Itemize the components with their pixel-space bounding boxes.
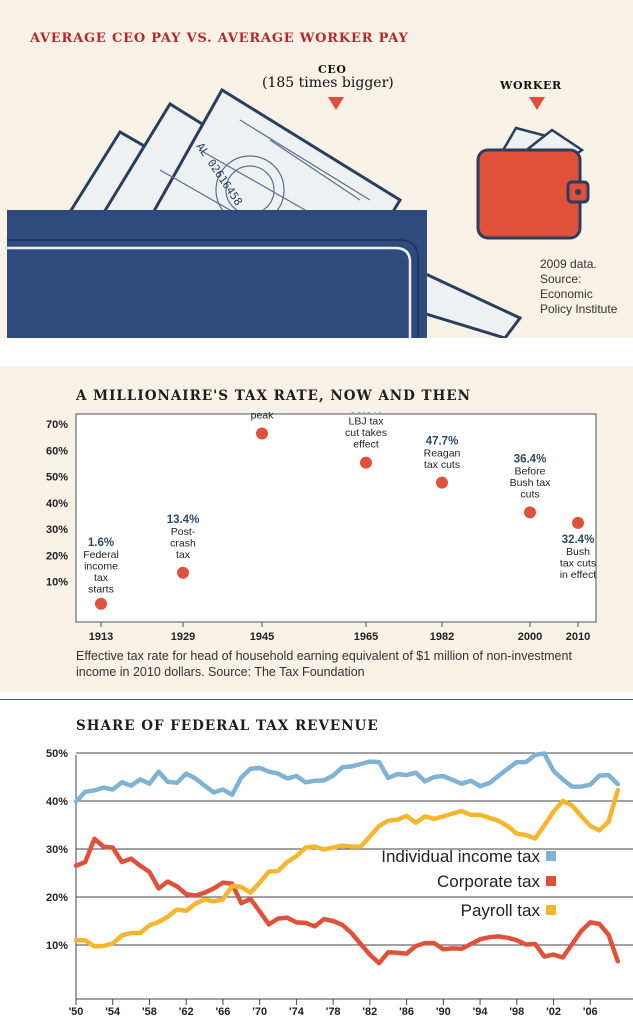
- legend-label: Payroll tax: [461, 901, 541, 920]
- point-value-label: 55.3%: [350, 412, 383, 416]
- point-annotation: tax cuts: [560, 557, 596, 569]
- ceo-arrow-icon: [328, 97, 344, 110]
- x-tick-label: 2010: [566, 631, 590, 643]
- point-annotation: tax: [94, 572, 109, 584]
- series-line-2: [73, 787, 621, 949]
- worker-label: WORKER: [500, 79, 562, 92]
- x-tick-label: '66: [216, 1006, 231, 1017]
- ceo-sub-label: (185 times bigger): [262, 75, 394, 91]
- x-tick-label: '74: [289, 1006, 305, 1017]
- data-point: [95, 597, 107, 610]
- x-tick-label: '94: [473, 1006, 489, 1017]
- x-tick-label: '50: [69, 1006, 84, 1017]
- y-tick-label: 60%: [46, 445, 68, 457]
- worker-arrow-icon: [529, 97, 545, 110]
- point-annotation: Bush: [566, 546, 590, 558]
- revenue-chart: 50% 40% 30% 20% 10% Individual income tax Cor…: [46, 748, 633, 1017]
- ceo-pay-title: AVERAGE CEO PAY VS. AVERAGE WORKER PAY: [30, 31, 409, 46]
- x-tick-label: '02: [546, 1006, 561, 1017]
- tax-rate-chart: 70% 60% 50% 40% 30% 20% 10% 1913 1929 1945 1965 19…: [46, 412, 597, 643]
- y-tick-label: 10%: [46, 577, 68, 589]
- x-tick-label: 1929: [171, 631, 195, 643]
- x-tick-label: '86: [399, 1006, 414, 1017]
- worker-wallet: [476, 148, 582, 240]
- point-annotation: cuts: [520, 488, 539, 500]
- ceo-pay-panel: AVERAGE CEO PAY VS. AVERAGE WORKER PAY C…: [0, 0, 633, 338]
- ceo-wallet: [7, 210, 427, 338]
- source-note: 2009 data. Source: Economic Policy Insti…: [540, 257, 618, 316]
- y-tick-label: 20%: [46, 550, 68, 562]
- series-line-0: [73, 751, 621, 804]
- point-annotation: tax: [176, 549, 191, 561]
- x-tick-label: '54: [105, 1006, 121, 1017]
- data-point: [436, 476, 448, 489]
- x-tick-label: '90: [436, 1006, 451, 1017]
- y-tick-label: 50%: [46, 472, 68, 484]
- point-annotation: Bush tax: [510, 477, 552, 489]
- point-annotation: Before: [515, 465, 546, 477]
- x-tick-label: '78: [326, 1006, 341, 1017]
- point-value-label: 47.7%: [426, 436, 459, 448]
- data-point: [524, 506, 536, 519]
- point-annotation: crash: [170, 537, 196, 549]
- point-annotation: income: [84, 560, 118, 572]
- x-tick-label: 1913: [89, 631, 113, 643]
- legend-swatch: [546, 851, 556, 861]
- x-tick-label: 1965: [354, 631, 378, 643]
- point-value-label: 36.4%: [514, 453, 547, 465]
- ceo-label: CEO: [318, 63, 347, 76]
- data-point: [256, 427, 268, 440]
- y-tick-label: 30%: [46, 844, 68, 856]
- legend-label: Corporate tax: [437, 872, 540, 891]
- y-tick-label: 20%: [46, 892, 68, 904]
- worker-wallet-illustration: [476, 126, 590, 240]
- x-tick-label: '82: [362, 1006, 377, 1017]
- point-annotation: in effect: [560, 569, 597, 581]
- revenue-title: SHARE OF FEDERAL TAX REVENUE: [76, 718, 379, 734]
- data-point: [177, 566, 189, 579]
- point-annotation: Reagan: [424, 448, 461, 460]
- point-annotation: Post-: [171, 526, 196, 538]
- point-annotation: Federal: [83, 549, 119, 561]
- series-line-1: [73, 836, 621, 966]
- x-tick-label: '70: [252, 1006, 267, 1017]
- tax-rate-caption: Effective tax rate for head of household…: [76, 649, 572, 679]
- data-point: [360, 456, 372, 469]
- x-tick-label: '58: [142, 1006, 157, 1017]
- tax-rate-title: A MILLIONAIRE'S TAX RATE, NOW AND THEN: [76, 388, 471, 404]
- x-tick-label: 1945: [250, 631, 274, 643]
- y-tick-label: 30%: [46, 524, 68, 536]
- point-annotation: effect: [353, 439, 379, 451]
- x-tick-label: 1982: [430, 631, 454, 643]
- y-tick-label: 40%: [46, 796, 68, 808]
- point-value-label: 13.4%: [167, 514, 200, 526]
- legend-swatch: [546, 876, 556, 886]
- point-value-label: 1.6%: [88, 537, 114, 549]
- x-tick-label: 2000: [518, 631, 542, 643]
- y-tick-label: 70%: [46, 419, 68, 431]
- point-annotation: starts: [88, 583, 114, 595]
- y-tick-label: 50%: [46, 748, 68, 760]
- point-annotation: tax cuts: [424, 459, 460, 471]
- point-annotation: cut takes: [345, 427, 387, 439]
- x-tick-label: '62: [179, 1006, 194, 1017]
- point-annotation: peak: [251, 412, 275, 421]
- legend-label: Individual income tax: [381, 847, 540, 866]
- legend-swatch: [546, 905, 556, 915]
- chart-frame: [75, 413, 597, 623]
- y-tick-label: 40%: [46, 498, 68, 510]
- point-annotation: LBJ tax: [348, 416, 384, 428]
- x-tick-label: '98: [509, 1006, 524, 1017]
- x-tick-label: '06: [583, 1006, 598, 1017]
- y-tick-label: 10%: [46, 940, 68, 952]
- ceo-wallet-illustration: AL 02616458: [7, 87, 523, 338]
- data-point: [572, 516, 584, 529]
- divider: [0, 699, 633, 700]
- point-value-label: 32.4%: [562, 534, 595, 546]
